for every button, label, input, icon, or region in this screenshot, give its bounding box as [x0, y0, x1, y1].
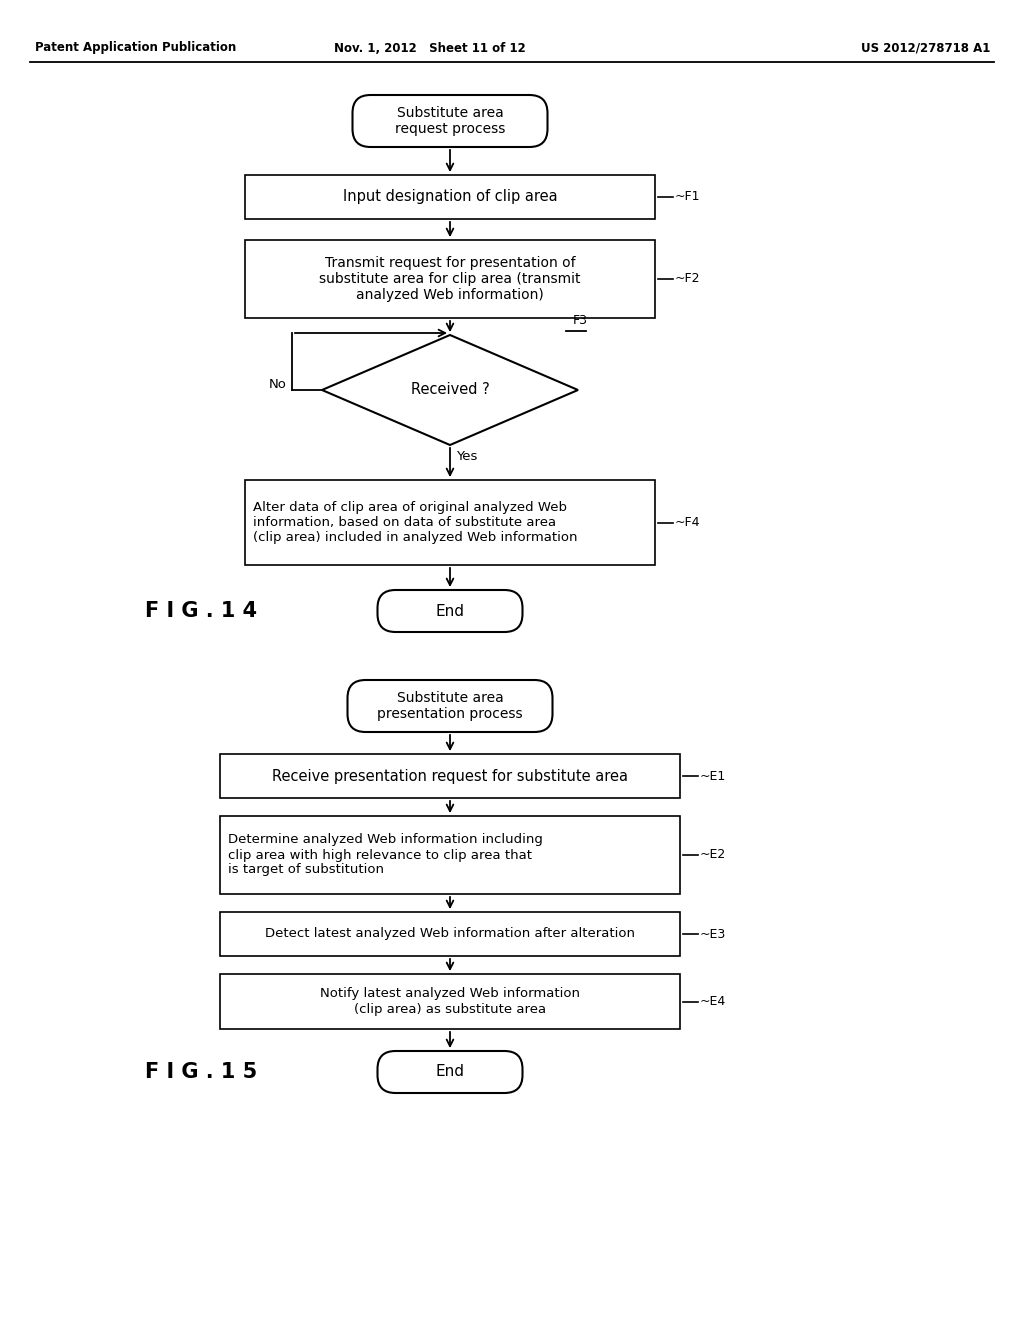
Text: ~F1: ~F1	[675, 190, 700, 203]
FancyBboxPatch shape	[220, 974, 680, 1030]
Text: ~F4: ~F4	[675, 516, 700, 529]
Text: F I G . 1 5: F I G . 1 5	[145, 1063, 257, 1082]
Text: Input designation of clip area: Input designation of clip area	[343, 190, 557, 205]
Text: Patent Application Publication: Patent Application Publication	[35, 41, 237, 54]
FancyBboxPatch shape	[378, 1051, 522, 1093]
Text: F I G . 1 4: F I G . 1 4	[145, 601, 257, 620]
Text: Nov. 1, 2012   Sheet 11 of 12: Nov. 1, 2012 Sheet 11 of 12	[334, 41, 526, 54]
Text: ~E2: ~E2	[700, 849, 726, 862]
Text: Yes: Yes	[456, 450, 477, 463]
FancyBboxPatch shape	[245, 240, 655, 318]
Text: ~E4: ~E4	[700, 995, 726, 1008]
Text: ~E3: ~E3	[700, 928, 726, 940]
Text: Notify latest analyzed Web information
(clip area) as substitute area: Notify latest analyzed Web information (…	[319, 987, 580, 1015]
FancyBboxPatch shape	[245, 176, 655, 219]
FancyBboxPatch shape	[220, 754, 680, 799]
FancyBboxPatch shape	[378, 590, 522, 632]
FancyBboxPatch shape	[220, 816, 680, 894]
FancyBboxPatch shape	[245, 480, 655, 565]
Text: Substitute area
request process: Substitute area request process	[395, 106, 505, 136]
FancyBboxPatch shape	[352, 95, 548, 147]
Text: Substitute area
presentation process: Substitute area presentation process	[377, 690, 523, 721]
Polygon shape	[322, 335, 578, 445]
Text: ~E1: ~E1	[700, 770, 726, 783]
Text: Determine analyzed Web information including
clip area with high relevance to cl: Determine analyzed Web information inclu…	[228, 833, 543, 876]
Text: End: End	[435, 603, 465, 619]
Text: Received ?: Received ?	[411, 383, 489, 397]
Text: Alter data of clip area of original analyzed Web
information, based on data of s: Alter data of clip area of original anal…	[253, 502, 578, 544]
FancyBboxPatch shape	[220, 912, 680, 956]
Text: ~F2: ~F2	[675, 272, 700, 285]
Text: F3: F3	[573, 314, 588, 327]
Text: Receive presentation request for substitute area: Receive presentation request for substit…	[272, 768, 628, 784]
Text: Transmit request for presentation of
substitute area for clip area (transmit
ana: Transmit request for presentation of sub…	[319, 256, 581, 302]
Text: No: No	[269, 378, 287, 391]
Text: Detect latest analyzed Web information after alteration: Detect latest analyzed Web information a…	[265, 928, 635, 940]
Text: US 2012/278718 A1: US 2012/278718 A1	[860, 41, 990, 54]
FancyBboxPatch shape	[347, 680, 553, 733]
Text: End: End	[435, 1064, 465, 1080]
